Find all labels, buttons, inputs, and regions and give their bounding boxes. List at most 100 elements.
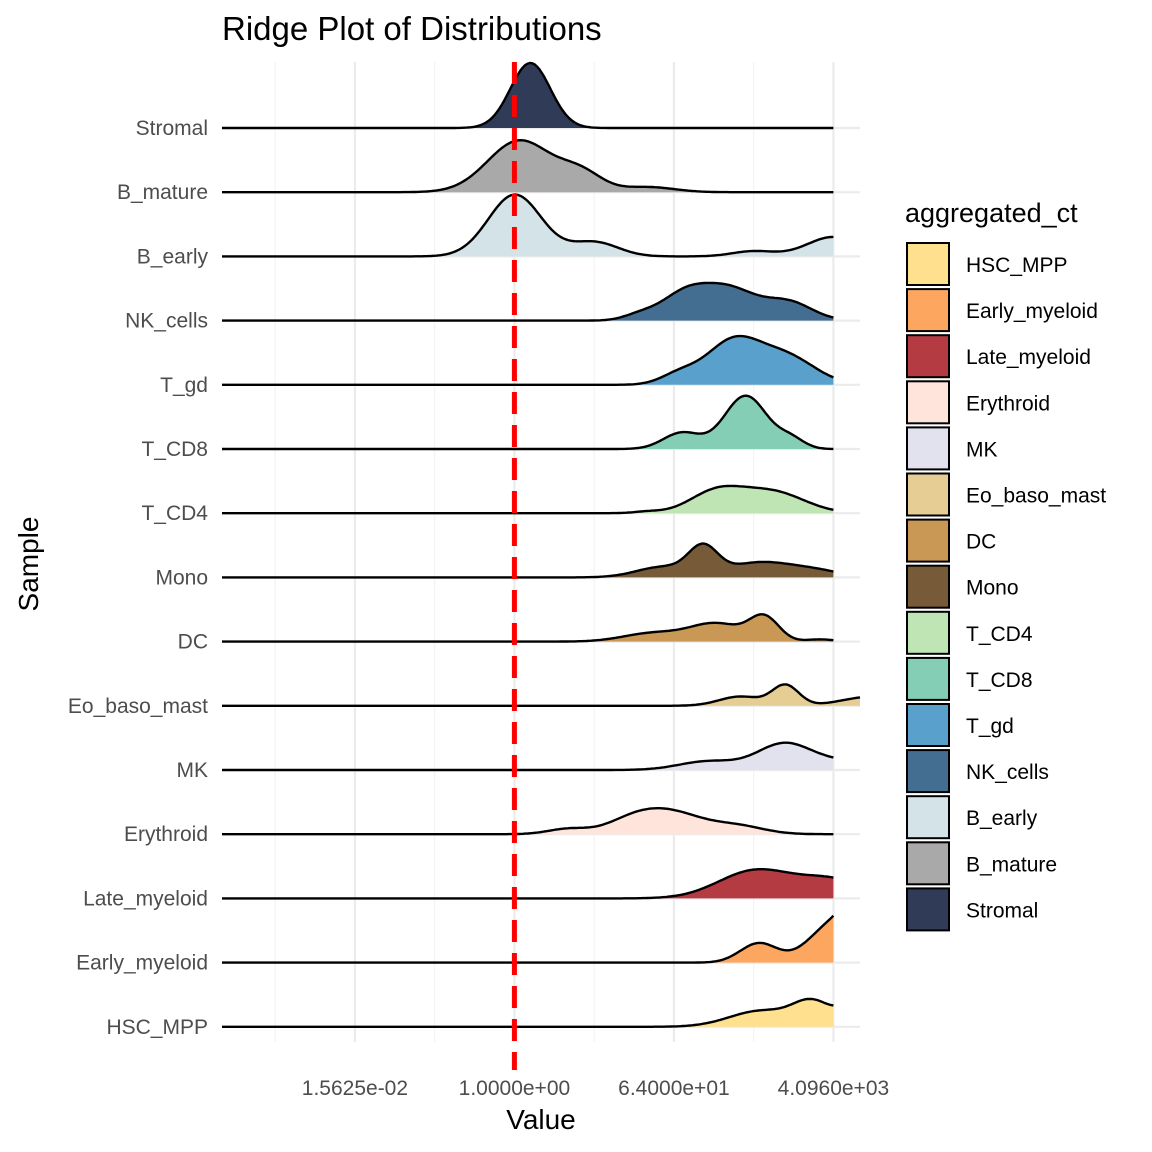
legend-item: Mono — [906, 564, 1019, 609]
legend-item: NK_cells — [906, 749, 1049, 794]
legend-label: Early_myeloid — [966, 300, 1098, 323]
ridge-area — [222, 485, 834, 514]
legend-swatch — [906, 288, 950, 333]
legend-swatch — [906, 610, 950, 655]
y-tick-label: T_CD4 — [141, 502, 208, 525]
legend-label: Mono — [966, 577, 1019, 600]
ridge-area — [222, 869, 834, 899]
ridge-outline — [222, 914, 835, 964]
ridge-outline — [222, 683, 861, 707]
legend-swatch — [906, 242, 950, 286]
legend-swatch — [906, 380, 950, 425]
ridge-area — [222, 808, 834, 835]
legend-item: Early_myeloid — [906, 288, 1098, 333]
y-tick-label: B_mature — [117, 181, 208, 204]
ridge-outline — [222, 741, 834, 772]
ridge-outline — [222, 61, 834, 130]
y-tick-label: MK — [177, 759, 209, 782]
legend-label: DC — [966, 531, 996, 554]
x-axis-labels: 1.5625e-02 1.0000e+00 6.4000e+01 4.0960e+03 — [302, 1077, 889, 1100]
legend-item: DC — [906, 518, 996, 563]
ridge-outline — [222, 394, 834, 451]
y-tick-label: B_early — [137, 245, 209, 268]
chart-title: Ridge Plot of Distributions — [222, 10, 602, 47]
legend-label: Erythroid — [966, 392, 1050, 415]
legend-label: T_CD8 — [966, 669, 1033, 692]
ridge-outline — [222, 139, 834, 194]
legend-item: MK — [906, 426, 998, 471]
ridge-Mono — [222, 542, 834, 579]
ridge-area — [222, 998, 834, 1027]
x-tick-label: 4.0960e+03 — [778, 1077, 890, 1100]
legend-swatch — [906, 472, 950, 517]
x-axis-title: Value — [506, 1104, 576, 1135]
legend-swatch — [906, 887, 950, 932]
ridge-area — [222, 336, 834, 385]
legend-swatch — [906, 795, 950, 840]
legend-swatch — [906, 656, 950, 701]
legend-item: T_gd — [906, 703, 1014, 747]
ridge-outline — [222, 334, 834, 386]
ridge-outline — [222, 997, 834, 1028]
ridge-outline — [222, 193, 834, 258]
ridge-outline — [222, 484, 834, 515]
legend: aggregated_ct HSC_MPP Early_myeloid Late_m… — [905, 198, 1106, 932]
y-tick-label: NK_cells — [125, 310, 208, 333]
legend-label: Eo_baso_mast — [966, 485, 1106, 508]
x-tick-label: 1.0000e+00 — [459, 1077, 571, 1100]
y-tick-label: Early_myeloid — [76, 952, 208, 975]
ridge-area — [222, 543, 834, 578]
ridge-area — [222, 282, 834, 321]
y-tick-label: Stromal — [136, 117, 208, 140]
y-tick-label: Erythroid — [124, 823, 208, 846]
ridge-area — [222, 395, 834, 449]
ridge-area — [222, 63, 834, 128]
y-tick-label: Eo_baso_mast — [68, 695, 208, 718]
legend-label: MK — [966, 438, 998, 461]
y-tick-label: T_CD8 — [141, 438, 208, 461]
legend-item: B_early — [906, 795, 1038, 840]
ridge-area — [222, 140, 834, 193]
y-tick-label: HSC_MPP — [106, 1016, 208, 1039]
legend-label: Late_myeloid — [966, 346, 1091, 369]
ridge-B_early — [222, 193, 834, 258]
ridge-Late_myeloid — [222, 868, 834, 900]
legend-swatch — [906, 426, 950, 471]
ridge-MK — [222, 741, 834, 772]
legend-swatch — [906, 703, 950, 747]
legend-item: Eo_baso_mast — [906, 472, 1106, 517]
ridge-area — [222, 614, 834, 642]
ridge-outline — [222, 868, 834, 900]
ridge-area — [222, 915, 834, 963]
legend-label: NK_cells — [966, 761, 1049, 784]
legend-swatch — [906, 564, 950, 609]
legend-swatch — [906, 749, 950, 794]
x-tick-label: 6.4000e+01 — [618, 1077, 730, 1100]
y-tick-label: T_gd — [160, 374, 208, 397]
y-tick-label: Mono — [155, 566, 208, 589]
legend-label: HSC_MPP — [966, 254, 1068, 277]
legend-label: B_mature — [966, 853, 1057, 876]
legend-label: T_CD4 — [966, 623, 1033, 646]
legend-label: B_early — [966, 807, 1038, 830]
ridge-NK_cells — [222, 281, 834, 322]
ridge-area — [222, 684, 860, 706]
ridge-outline — [222, 542, 834, 579]
legend-title: aggregated_ct — [905, 198, 1078, 228]
y-axis-labels: Stromal B_mature B_early NK_cells T_gd T_CD8 T… — [68, 117, 209, 1039]
ridge-Erythroid — [222, 807, 834, 836]
legend-item: Erythroid — [906, 380, 1050, 425]
ridge-Eo_baso_mast — [222, 683, 861, 707]
ridge-Stromal — [222, 61, 834, 130]
ridge-Early_myeloid — [222, 914, 835, 964]
legend-item: Stromal — [906, 887, 1038, 932]
x-tick-label: 1.5625e-02 — [302, 1077, 408, 1100]
ridge-area — [222, 742, 834, 770]
ridges — [222, 61, 861, 1028]
ridge-outline — [222, 613, 834, 643]
ridge-outline — [222, 281, 834, 322]
legend-label: Stromal — [966, 899, 1038, 922]
ridge-outline — [222, 807, 834, 836]
legend-swatch — [906, 518, 950, 563]
